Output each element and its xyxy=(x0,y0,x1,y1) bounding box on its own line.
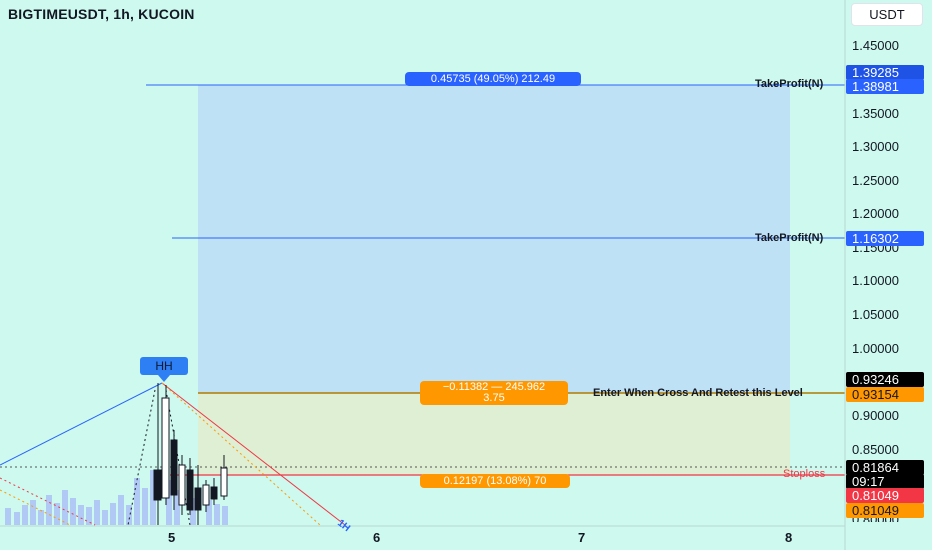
symbol-title[interactable]: BIGTIMEUSDT, 1h, KUCOIN xyxy=(8,6,195,22)
hh-dotted-orange xyxy=(161,382,321,526)
price-axis-label: 1.10000 xyxy=(852,273,899,288)
time-axis-label: 5 xyxy=(168,530,176,545)
entry-label[interactable]: Enter When Cross And Retest this Level xyxy=(593,387,803,399)
time-axis-label: 7 xyxy=(578,530,586,545)
position-center-line1: −0.11382 — 245.962 xyxy=(442,381,546,393)
take-profit-label-2[interactable]: TakeProfit(N) xyxy=(755,232,824,244)
position-center-line2: 3.75 xyxy=(483,392,505,404)
hh-trendline-left[interactable] xyxy=(0,382,163,466)
stoploss-price-tag-2: 0.81049 xyxy=(846,503,924,518)
price-axis-label: 1.45000 xyxy=(852,38,899,53)
target-stats-label: 0.45735 (49.05%) 212.49 xyxy=(405,72,581,86)
take-profit-label-1[interactable]: TakeProfit(N) xyxy=(755,78,824,90)
hh-trendline-right[interactable] xyxy=(161,382,346,526)
candlesticks xyxy=(153,383,228,525)
current-price-tag: 0.93246 xyxy=(846,372,924,387)
bar-countdown: 09:17 xyxy=(846,474,924,489)
price-axis-label: 1.30000 xyxy=(852,139,899,154)
price-axis-label: 1.00000 xyxy=(852,341,899,356)
tp1-high-price-tag: 1.39285 xyxy=(846,65,924,80)
tp2-price-tag: 1.16302 xyxy=(846,231,924,246)
profit-zone xyxy=(198,85,790,393)
tp1-price-tag: 1.38981 xyxy=(846,79,924,94)
volume-bars xyxy=(5,470,228,525)
stoploss-label[interactable]: Stoploss xyxy=(783,468,826,480)
time-axis-label: 6 xyxy=(373,530,381,545)
trendline-tag: 1H xyxy=(335,518,352,535)
currency-button[interactable]: USDT xyxy=(851,3,923,26)
stop-stats-label: 0.12197 (13.08%) 70 xyxy=(420,474,570,488)
hh-marker-pointer xyxy=(158,375,170,382)
price-axis-label: 1.25000 xyxy=(852,173,899,188)
position-center-label[interactable]: −0.11382 — 245.962 3.75 xyxy=(420,381,568,405)
lower-dotted-orange xyxy=(0,489,71,526)
stoploss-price-tag: 0.81049 xyxy=(846,488,924,503)
loss-zone xyxy=(198,393,790,475)
last-price-tag: 0.81864 xyxy=(846,460,924,475)
entry-price-tag: 0.93154 xyxy=(846,387,924,402)
price-axis-label: 1.35000 xyxy=(852,106,899,121)
price-axis-label: 0.85000 xyxy=(852,442,899,457)
price-axis-label: 0.90000 xyxy=(852,408,899,423)
price-axis-label: 1.20000 xyxy=(852,206,899,221)
time-axis-label: 8 xyxy=(785,530,793,545)
hh-marker[interactable]: HH xyxy=(140,357,188,375)
price-axis-label: 1.05000 xyxy=(852,307,899,322)
